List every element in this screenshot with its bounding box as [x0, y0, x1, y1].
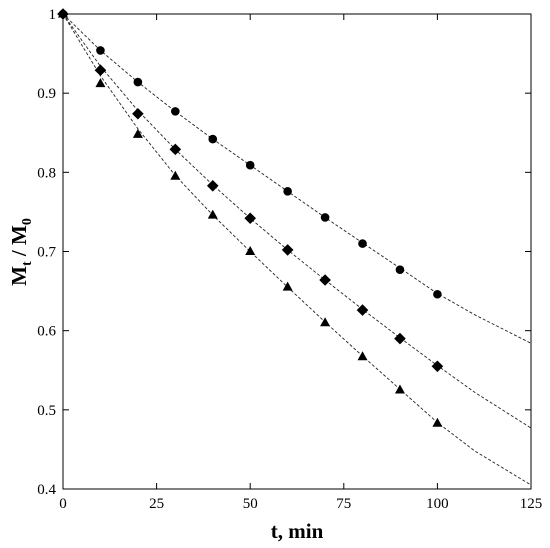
y-tick-label: 0.8 — [37, 165, 56, 181]
point-diamond — [356, 304, 369, 316]
x-tick-labels: 0 25 50 75 100 125 — [59, 496, 542, 512]
y-tick-label: 0.7 — [37, 245, 56, 261]
point-diamond — [132, 107, 144, 120]
point-triangle — [58, 8, 68, 18]
y-axis-title-sub1: t — [20, 261, 35, 266]
point-diamond — [319, 274, 331, 286]
point-triangle — [394, 384, 405, 394]
point-diamond — [394, 332, 406, 345]
point-triangle — [320, 317, 331, 327]
point-diamond — [206, 179, 219, 192]
x-tick-label: 75 — [336, 496, 351, 512]
x-tick-label: 125 — [520, 496, 543, 512]
point-triangle — [282, 281, 293, 291]
point-circle — [358, 239, 367, 248]
x-tick-label: 25 — [149, 496, 164, 512]
point-circle — [171, 107, 180, 116]
point-triangle — [357, 351, 368, 361]
y-axis-title-sep: / M — [7, 225, 31, 261]
point-circle — [320, 213, 330, 222]
point-triangle — [170, 170, 181, 180]
point-circle — [433, 289, 442, 299]
point-diamond — [244, 212, 256, 225]
y-tick-label: 1 — [49, 7, 57, 23]
x-tick-label: 100 — [426, 496, 449, 512]
y-tick-label: 0.9 — [37, 86, 56, 102]
point-circle — [208, 134, 218, 144]
y-axis-title-main: M — [7, 266, 31, 286]
point-triangle — [132, 128, 143, 138]
data-points — [57, 8, 444, 427]
y-tick-label: 0.6 — [37, 324, 56, 340]
fit-line-circle — [62, 13, 532, 344]
y-axis-title: Mt / M0 — [7, 218, 35, 286]
point-triangle — [95, 78, 106, 88]
point-diamond — [281, 244, 294, 256]
point-circle — [283, 187, 292, 196]
y-axis-title-sub2: 0 — [20, 218, 35, 225]
fit-line-diamond — [62, 13, 532, 429]
y-tick-label: 0.4 — [37, 482, 56, 498]
point-circle — [133, 77, 143, 87]
point-triangle — [207, 209, 218, 219]
point-triangle — [432, 417, 443, 427]
point-circle — [245, 160, 255, 170]
x-axis-title: t, min — [271, 519, 324, 543]
point-triangle — [245, 246, 256, 255]
point-diamond — [169, 143, 182, 156]
plot-frame — [62, 13, 532, 490]
point-diamond — [431, 360, 444, 373]
point-circle — [96, 46, 105, 55]
x-tick-label: 0 — [59, 496, 67, 512]
point-diamond — [94, 64, 107, 77]
fit-lines — [62, 13, 532, 486]
ticks — [62, 13, 532, 490]
y-tick-labels: 0.4 0.5 0.6 0.7 0.8 0.9 1 — [37, 7, 56, 498]
y-tick-label: 0.5 — [37, 403, 56, 419]
fit-line-triangle — [62, 13, 532, 486]
point-circle — [395, 265, 405, 275]
x-tick-label: 50 — [243, 496, 258, 512]
